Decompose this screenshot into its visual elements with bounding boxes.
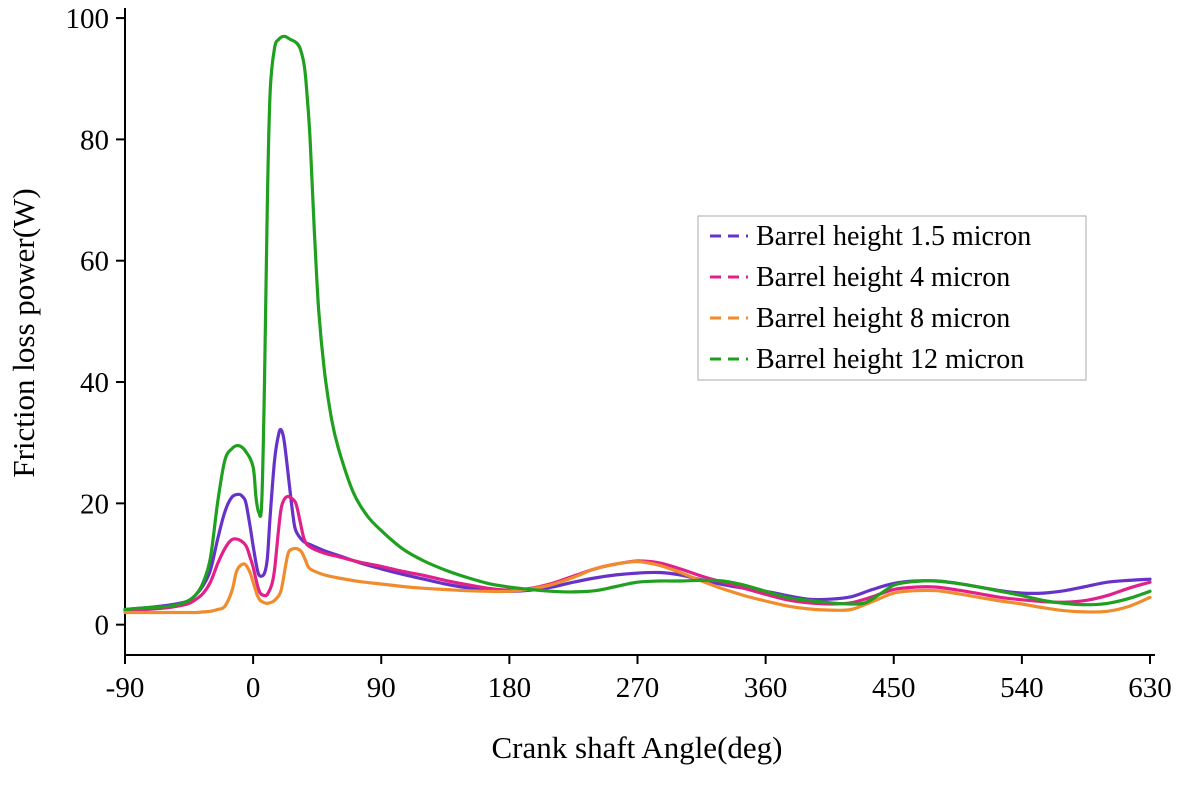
series-line-barrel-height-8-micron <box>123 546 1152 615</box>
legend-label: Barrel height 4 micron <box>756 262 1010 293</box>
series-line-barrel-height-12-micron <box>123 34 1152 612</box>
x-tick-label: 630 <box>1128 672 1172 704</box>
legend-item-barrel-height-8-micron: Barrel height 8 micron <box>710 303 1010 334</box>
legend-box <box>697 215 1087 381</box>
x-tick-label: 180 <box>488 672 532 704</box>
x-tick-label: 450 <box>872 672 916 704</box>
legend-label: Barrel height 12 micron <box>756 344 1024 375</box>
y-tick-label: 20 <box>80 488 109 520</box>
x-tick-label: 540 <box>1000 672 1044 704</box>
y-tick-label: 100 <box>66 3 110 35</box>
x-tick-label: -90 <box>106 672 145 704</box>
x-tick-label: 270 <box>616 672 660 704</box>
x-tick-label: 360 <box>744 672 788 704</box>
x-tick-label: 90 <box>367 672 396 704</box>
x-tick-label: 0 <box>246 672 261 704</box>
legend: Barrel height 1.5 micron Barrel height 4 … <box>697 215 1087 381</box>
y-tick-label: 60 <box>80 246 109 278</box>
legend-item-barrel-height-4-micron: Barrel height 4 micron <box>710 262 1010 293</box>
y-axis-title: Friction loss power(W) <box>6 188 41 477</box>
legend-item-barrel-height-1-5-micron: Barrel height 1.5 micron <box>710 221 1031 252</box>
legend-label: Barrel height 1.5 micron <box>756 221 1031 252</box>
y-tick-label: 80 <box>80 124 109 156</box>
series-line-barrel-height-4-micron <box>123 494 1152 613</box>
legend-item-barrel-height-12-micron: Barrel height 12 micron <box>710 344 1024 375</box>
x-axis-title: Crank shaft Angle(deg) <box>492 730 783 765</box>
axes-layer: -90 0 90 180 270 360 450 540 630 0 20 40 60 80 100 <box>66 3 1172 704</box>
series-layer <box>123 34 1152 615</box>
y-tick-label: 0 <box>95 610 110 642</box>
legend-label: Barrel height 8 micron <box>756 303 1010 334</box>
y-tick-label: 40 <box>80 367 109 399</box>
